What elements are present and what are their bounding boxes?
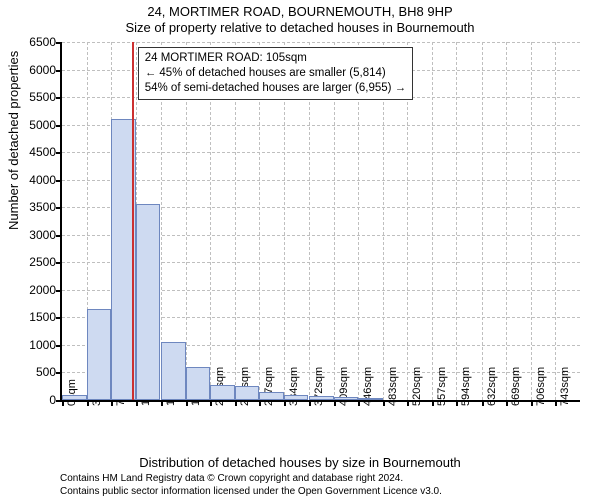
annotation-line1: 24 MORTIMER ROAD: 105sqm [145, 51, 406, 66]
ytick-mark [56, 70, 62, 72]
xtick-label: 297sqm [263, 367, 275, 406]
chart-subtitle: Size of property relative to detached ho… [0, 20, 600, 35]
xtick-mark [555, 400, 557, 406]
xtick-label: 372sqm [313, 367, 325, 406]
ytick-label: 5000 [29, 118, 56, 132]
xtick-mark [186, 400, 188, 406]
ytick-mark [56, 317, 62, 319]
histogram-bar [235, 386, 260, 400]
ytick-mark [56, 152, 62, 154]
xtick-mark [383, 400, 385, 406]
xtick-mark [531, 400, 533, 406]
histogram-bar [136, 204, 161, 400]
xtick-mark [136, 400, 138, 406]
ytick-label: 2000 [29, 283, 56, 297]
xtick-mark [334, 400, 336, 406]
annotation-line2: ← 45% of detached houses are smaller (5,… [145, 66, 406, 81]
ytick-label: 3500 [29, 200, 56, 214]
ytick-label: 4500 [29, 145, 56, 159]
gridline-v [506, 42, 507, 400]
ytick-label: 1500 [29, 310, 56, 324]
xtick-label: 409sqm [338, 367, 350, 406]
xtick-label: 557sqm [436, 367, 448, 406]
xtick-mark [210, 400, 212, 406]
xtick-mark [506, 400, 508, 406]
xtick-mark [482, 400, 484, 406]
xtick-mark [432, 400, 434, 406]
xtick-mark [284, 400, 286, 406]
gridline-v [531, 42, 532, 400]
gridline-h [62, 180, 580, 181]
xtick-label: 594sqm [460, 367, 472, 406]
xtick-label: 0sqm [66, 379, 78, 406]
x-axis-label: Distribution of detached houses by size … [0, 455, 600, 470]
histogram-bar [87, 309, 112, 400]
histogram-bar [334, 397, 359, 400]
histogram-bar [186, 367, 211, 400]
gridline-v [456, 42, 457, 400]
ytick-label: 3000 [29, 228, 56, 242]
histogram-bar [62, 395, 87, 401]
xtick-mark [87, 400, 89, 406]
attribution-line2: Contains public sector information licen… [60, 486, 590, 499]
xtick-mark [309, 400, 311, 406]
xtick-mark [407, 400, 409, 406]
chart-title: 24, MORTIMER ROAD, BOURNEMOUTH, BH8 9HP [0, 4, 600, 19]
ytick-label: 0 [49, 393, 56, 407]
attribution-line1: Contains HM Land Registry data © Crown c… [60, 473, 590, 486]
histogram-bar [259, 392, 284, 400]
xtick-label: 669sqm [510, 367, 522, 406]
plot-area: 0500100015002000250030003500400045005000… [60, 42, 580, 402]
chart-container: 24, MORTIMER ROAD, BOURNEMOUTH, BH8 9HP … [0, 0, 600, 500]
xtick-mark [259, 400, 261, 406]
ytick-label: 2500 [29, 255, 56, 269]
xtick-label: 334sqm [288, 367, 300, 406]
ytick-label: 500 [36, 365, 56, 379]
annotation-line3: 54% of semi-detached houses are larger (… [145, 81, 406, 96]
annotation-box: 24 MORTIMER ROAD: 105sqm← 45% of detache… [138, 47, 413, 100]
gridline-v [432, 42, 433, 400]
xtick-label: 706sqm [535, 367, 547, 406]
xtick-mark [456, 400, 458, 406]
ytick-mark [56, 180, 62, 182]
gridline-v [555, 42, 556, 400]
ytick-mark [56, 42, 62, 44]
ytick-mark [56, 97, 62, 99]
ytick-label: 5500 [29, 90, 56, 104]
y-axis-label: Number of detached properties [6, 51, 21, 230]
ytick-label: 1000 [29, 338, 56, 352]
histogram-bar [309, 396, 334, 400]
attribution: Contains HM Land Registry data © Crown c… [60, 473, 590, 498]
xtick-mark [235, 400, 237, 406]
gridline-h [62, 152, 580, 153]
ytick-mark [56, 290, 62, 292]
gridline-h [62, 42, 580, 43]
gridline-h [62, 125, 580, 126]
reference-line [132, 42, 134, 400]
ytick-label: 4000 [29, 173, 56, 187]
ytick-mark [56, 235, 62, 237]
xtick-label: 520sqm [411, 367, 423, 406]
xtick-label: 483sqm [387, 367, 399, 406]
ytick-label: 6500 [29, 35, 56, 49]
xtick-mark [62, 400, 64, 406]
histogram-bar [210, 385, 235, 400]
xtick-label: 446sqm [362, 367, 374, 406]
ytick-mark [56, 207, 62, 209]
ytick-label: 6000 [29, 63, 56, 77]
xtick-label: 743sqm [559, 367, 571, 406]
xtick-label: 632sqm [486, 367, 498, 406]
xtick-mark [161, 400, 163, 406]
ytick-mark [56, 262, 62, 264]
ytick-mark [56, 372, 62, 374]
ytick-mark [56, 345, 62, 347]
xtick-mark [111, 400, 113, 406]
xtick-mark [358, 400, 360, 406]
histogram-bar [284, 395, 309, 401]
histogram-bar [358, 398, 383, 400]
gridline-v [482, 42, 483, 400]
ytick-mark [56, 125, 62, 127]
histogram-bar [161, 342, 186, 400]
